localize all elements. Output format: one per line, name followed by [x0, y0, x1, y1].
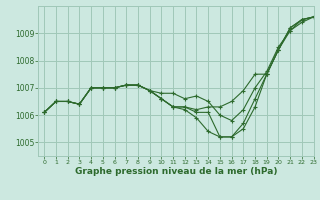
X-axis label: Graphe pression niveau de la mer (hPa): Graphe pression niveau de la mer (hPa)	[75, 167, 277, 176]
